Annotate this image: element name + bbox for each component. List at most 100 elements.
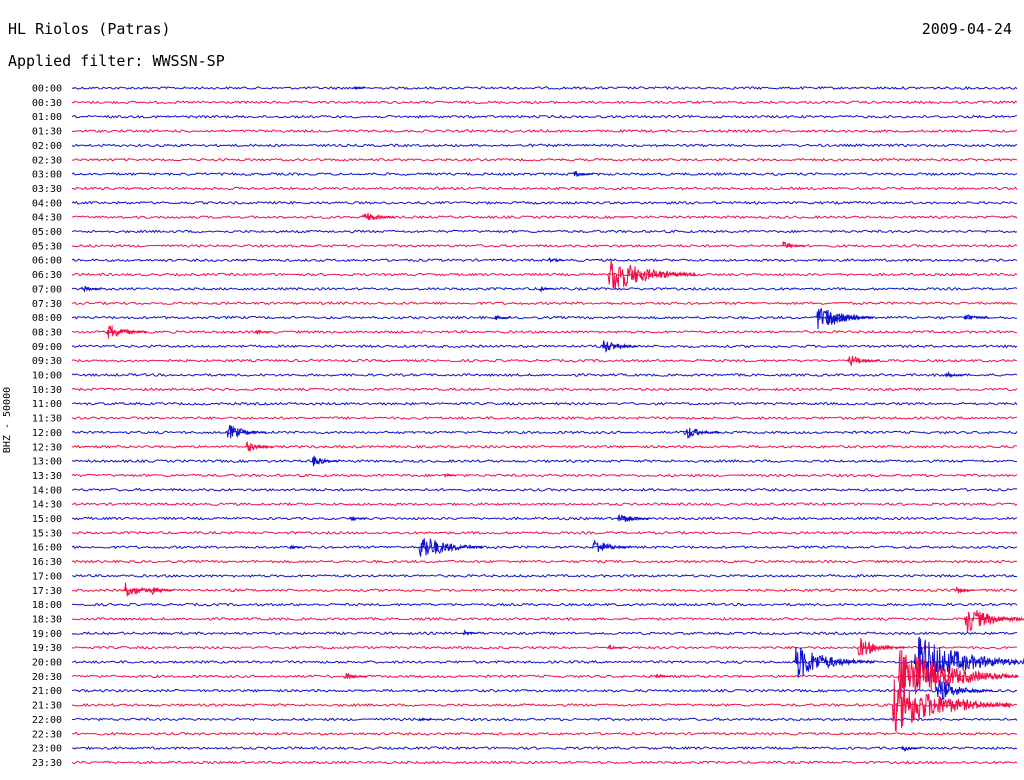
time-label: 06:30 (32, 270, 62, 281)
seismic-event (607, 259, 697, 290)
trace-row (71, 401, 1018, 406)
trace-row (71, 272, 1018, 277)
trace-row (71, 717, 1018, 722)
seismic-event (226, 424, 267, 439)
time-label: 18:00 (32, 600, 62, 611)
seismic-event (254, 329, 271, 335)
trace-row (71, 602, 1018, 607)
station-title: HL Riolos (Patras) (8, 20, 171, 38)
seismic-event (891, 679, 1013, 733)
time-label: 08:00 (32, 313, 62, 324)
seismic-event (935, 679, 993, 701)
seismic-event (591, 539, 633, 553)
trace-row (71, 459, 1018, 464)
time-label: 21:00 (32, 686, 62, 697)
time-label: 14:00 (32, 485, 62, 496)
seismic-event (601, 340, 638, 353)
trace-row (71, 473, 1018, 478)
seismic-event (352, 85, 365, 91)
time-label: 13:30 (32, 471, 62, 482)
seismic-event (462, 629, 479, 636)
trace-row (71, 157, 1018, 162)
time-label: 23:30 (32, 758, 62, 769)
trace-row (71, 760, 1018, 765)
seismic-event (793, 646, 875, 678)
seismic-event (825, 309, 874, 325)
trace-row (71, 387, 1018, 392)
time-label: 21:30 (32, 701, 62, 712)
time-label: 16:00 (32, 543, 62, 554)
seismic-event (443, 473, 457, 478)
seismic-event (655, 673, 671, 678)
trace-row (71, 444, 1018, 449)
time-label: 00:30 (32, 98, 62, 109)
seismic-event (683, 427, 720, 440)
filter-label: Applied filter: WWSSN-SP (8, 52, 225, 70)
time-label: 20:00 (32, 658, 62, 669)
time-label: 04:00 (32, 198, 62, 209)
seismic-event (349, 515, 366, 522)
trace-row (71, 373, 1018, 378)
seismic-event (418, 538, 483, 557)
seismic-event (361, 213, 395, 221)
time-label: 16:30 (32, 557, 62, 568)
seismic-event (538, 286, 555, 294)
seismic-event (81, 286, 102, 293)
time-label: 13:00 (32, 457, 62, 468)
trace-row (71, 487, 1018, 492)
seismic-event (847, 355, 880, 367)
trace-row (71, 143, 1018, 148)
trace-row (71, 215, 1018, 220)
time-label: 17:30 (32, 586, 62, 597)
seismic-event (494, 314, 511, 320)
trace-row (71, 545, 1018, 550)
time-label: 02:00 (32, 141, 62, 152)
time-label: 06:00 (32, 256, 62, 267)
time-label: 11:00 (32, 399, 62, 410)
trace-row (71, 702, 1018, 708)
trace-row (71, 100, 1018, 105)
seismic-event (342, 673, 367, 680)
trace-row (72, 660, 1018, 664)
trace-row (72, 746, 1018, 751)
trace-row (71, 430, 1018, 435)
trace-row (71, 200, 1018, 205)
seismic-event (572, 171, 594, 177)
seismic-event (897, 649, 1019, 704)
time-label: 01:30 (32, 127, 62, 138)
time-label: 01:00 (32, 112, 62, 123)
time-label: 05:30 (32, 241, 62, 252)
time-label: 18:30 (32, 614, 62, 625)
record-date: 2009-04-24 (921, 20, 1012, 38)
time-label: 00:00 (32, 84, 62, 95)
events (81, 85, 1024, 752)
seismic-event (856, 637, 905, 656)
seismic-event (607, 644, 624, 650)
seismic-event (245, 440, 274, 452)
trace-row (71, 129, 1018, 134)
seismic-event (106, 325, 147, 339)
trace-row (71, 616, 1018, 622)
time-label: 11:30 (32, 414, 62, 425)
trace-row (71, 114, 1018, 119)
time-label: 15:30 (32, 528, 62, 539)
time-label: 19:00 (32, 629, 62, 640)
time-label: 09:30 (32, 356, 62, 367)
trace-row (71, 502, 1018, 507)
trace-row (71, 258, 1018, 263)
time-label: 04:30 (32, 213, 62, 224)
seismic-event (954, 586, 975, 594)
seismic-event (547, 257, 564, 264)
seismic-event (945, 370, 966, 378)
trace-row (71, 573, 1018, 578)
time-label: 20:30 (32, 672, 62, 683)
trace-row (71, 645, 1018, 650)
time-label: 07:00 (32, 284, 62, 295)
time-label: 19:30 (32, 643, 62, 654)
time-label: 23:00 (32, 744, 62, 755)
seismic-event (913, 636, 1024, 689)
trace-row (71, 172, 1018, 177)
time-label: 10:30 (32, 385, 62, 396)
trace-row (71, 530, 1018, 535)
trace-row (71, 631, 1018, 636)
